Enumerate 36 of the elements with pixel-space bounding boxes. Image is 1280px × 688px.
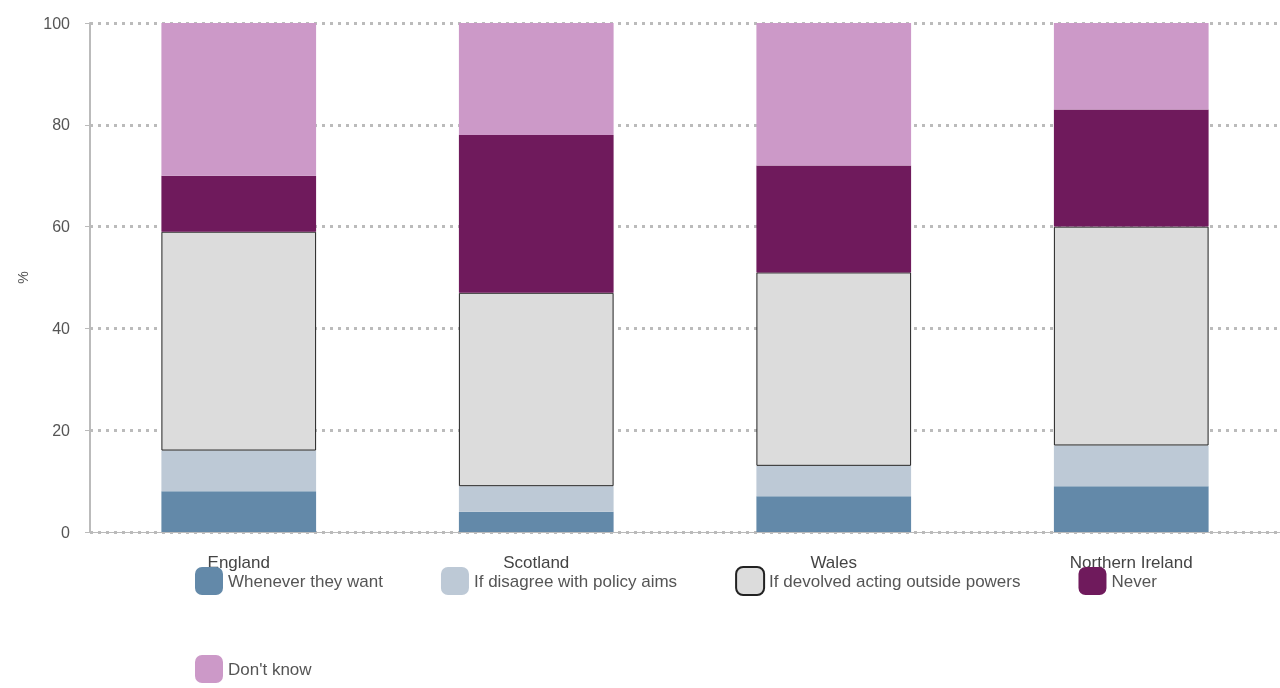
bar <box>756 496 912 532</box>
bar <box>161 175 317 232</box>
y-axis-title: % <box>15 271 31 284</box>
bar <box>458 511 614 532</box>
y-tick-label: 0 <box>61 523 71 541</box>
bar <box>161 23 317 176</box>
bar <box>1053 486 1209 532</box>
bar <box>756 465 912 497</box>
bar <box>458 23 614 135</box>
y-tick-label: 100 <box>43 14 71 32</box>
bar <box>756 165 912 273</box>
legend-label: Don't know <box>228 659 313 679</box>
bar <box>458 134 614 293</box>
bar <box>1053 23 1209 110</box>
legend-label: If disagree with policy aims <box>473 571 678 591</box>
y-tick-label: 20 <box>52 421 71 439</box>
bar <box>1053 445 1209 487</box>
bar <box>458 486 614 512</box>
y-tick-label: 80 <box>52 116 71 134</box>
x-tick-label: Wales <box>810 553 858 572</box>
y-tick-label: 60 <box>52 218 71 236</box>
bar <box>1053 109 1209 227</box>
bar <box>161 231 317 451</box>
bar <box>756 272 912 466</box>
bar <box>756 23 912 166</box>
bar <box>1053 226 1209 446</box>
x-tick-label: England <box>207 553 270 572</box>
x-tick-label: Northern Ireland <box>1069 553 1193 572</box>
legend-label: If devolved acting outside powers <box>769 571 1021 591</box>
x-tick-label: Scotland <box>503 553 570 572</box>
legend-label: Never <box>1111 571 1158 591</box>
bar <box>161 450 317 492</box>
bar <box>458 292 614 487</box>
y-tick-label: 40 <box>52 319 71 337</box>
legend-label: Whenever they want <box>228 571 384 591</box>
bar <box>161 491 317 532</box>
